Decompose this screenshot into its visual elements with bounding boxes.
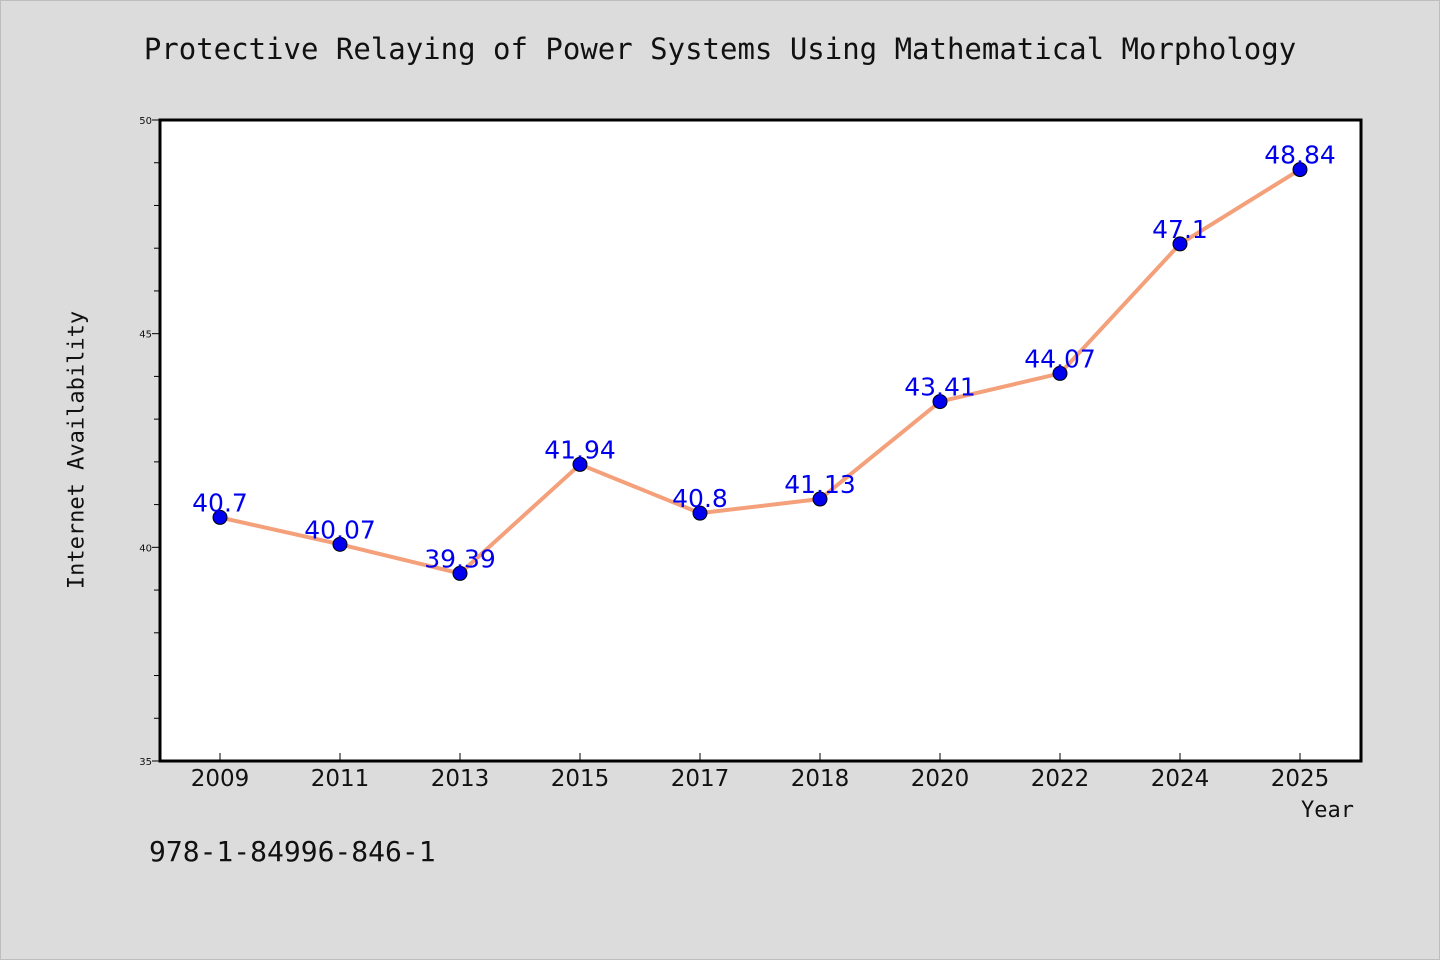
data-point [452,565,468,581]
x-tick-label: 2024 [1151,766,1210,792]
data-label: 44.07 [1024,344,1096,373]
y-tick-label: 40 [139,543,152,554]
y-tick-label: 50 [139,116,152,127]
data-point [572,456,588,472]
data-label: 47.1 [1152,215,1208,244]
data-point [812,491,828,507]
data-label: 40.8 [672,484,728,513]
y-axis: 35 40 45 50 [139,116,160,768]
plot-border [158,118,1363,763]
data-point [332,536,348,552]
x-tick-label: 2015 [551,766,610,792]
x-tick-label: 2020 [911,766,970,792]
chart-title: Protective Relaying of Power Systems Usi… [143,32,1297,66]
data-label: 40.7 [192,488,248,517]
x-axis: 2009 2011 2013 2015 2017 2018 2020 2022 2024 2025 [191,753,1330,792]
x-tick-label: 2022 [1031,766,1090,792]
x-tick-label: 2018 [791,766,850,792]
data-labels: 40.7 40.07 39.39 41.94 40.8 41.13 43.41 44.07 47… [192,141,1336,574]
y-tick-label: 35 [139,757,152,768]
x-tick-label: 2017 [671,766,730,792]
x-tick-label: 2011 [311,766,370,792]
data-point [1172,236,1188,252]
x-tick-label: 2009 [191,766,250,792]
data-label: 48.84 [1264,141,1336,170]
data-label: 40.07 [304,515,376,544]
plot-area [160,120,1361,761]
y-tick-label: 45 [139,330,152,341]
data-point [692,505,708,521]
isbn-footnote: 978-1-84996-846-1 [149,835,436,868]
data-label: 41.94 [544,435,616,464]
x-axis-label: Year [1301,798,1354,823]
data-point [932,394,948,410]
data-points [212,162,1308,581]
data-label: 41.13 [784,470,856,499]
data-label: 43.41 [904,373,976,402]
series-line [218,167,1302,576]
data-point [1052,365,1068,381]
data-point [1292,162,1308,178]
x-tick-label: 2013 [431,766,490,792]
data-label: 39.39 [424,544,496,573]
data-point [212,509,228,525]
x-tick-label: 2025 [1271,766,1330,792]
